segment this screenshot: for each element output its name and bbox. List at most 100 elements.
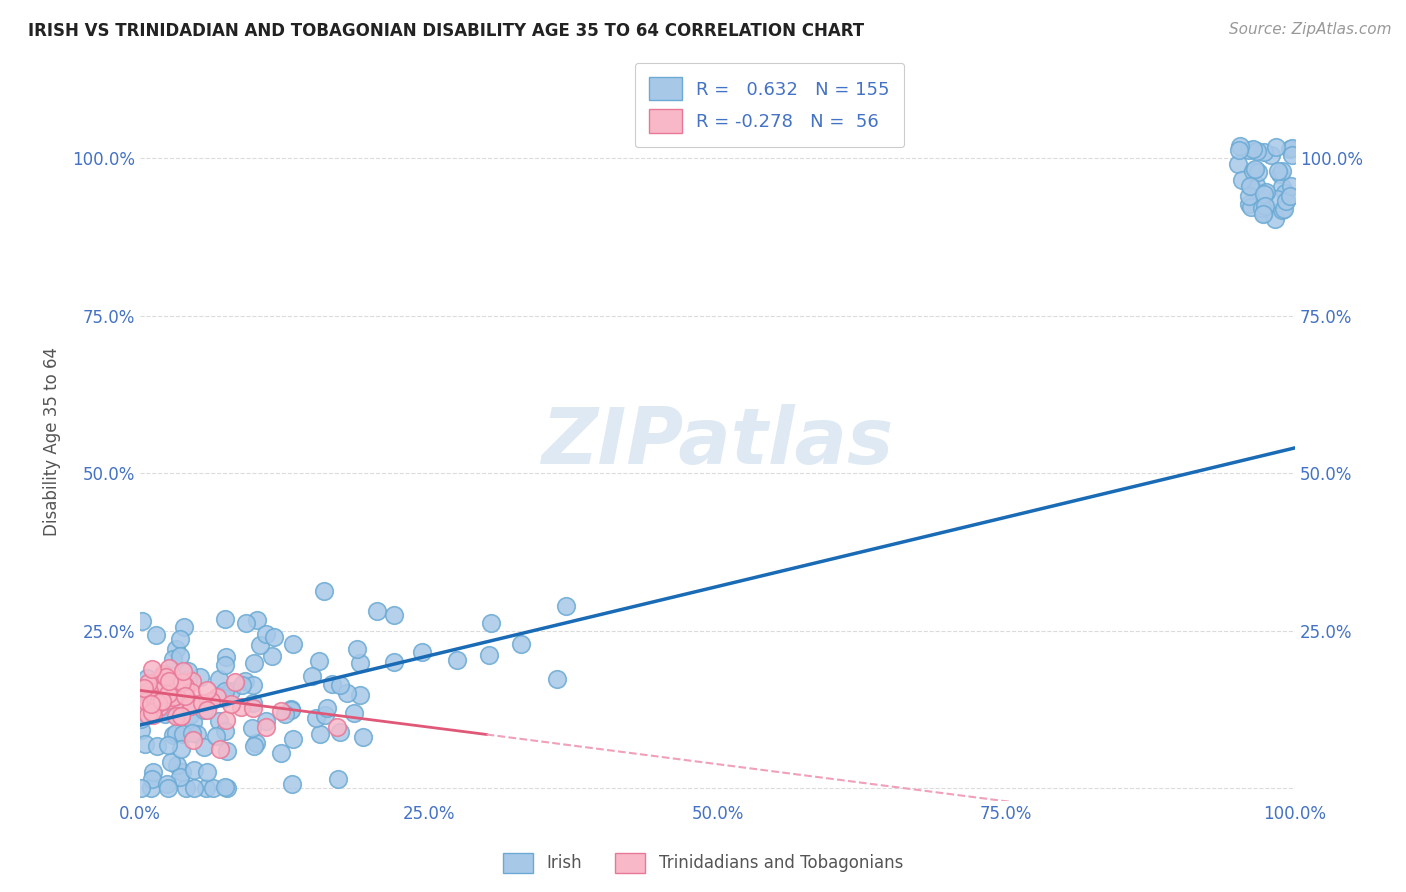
Point	[349, 688, 371, 702]
Point	[135, 694, 157, 708]
Point	[148, 699, 170, 714]
Point	[208, 714, 231, 728]
Point	[208, 742, 231, 756]
Point	[262, 648, 284, 663]
Point	[309, 727, 332, 741]
Point	[366, 604, 388, 618]
Point	[214, 724, 236, 739]
Point	[180, 685, 202, 699]
Point	[254, 627, 277, 641]
Point	[1275, 194, 1298, 209]
Point	[139, 780, 162, 795]
Point	[1271, 202, 1294, 217]
Point	[136, 671, 159, 685]
Point	[235, 615, 257, 630]
Point	[136, 707, 159, 722]
Legend: R =   0.632   N = 155, R = -0.278   N =  56: R = 0.632 N = 155, R = -0.278 N = 56	[636, 62, 904, 147]
Point	[165, 641, 187, 656]
Point	[336, 686, 359, 700]
Point	[349, 657, 371, 671]
Point	[170, 709, 193, 723]
Point	[174, 690, 197, 704]
Point	[270, 746, 292, 760]
Point	[200, 694, 222, 708]
Point	[157, 687, 180, 701]
Point	[165, 725, 187, 739]
Point	[1237, 197, 1260, 211]
Point	[1239, 178, 1261, 193]
Point	[221, 683, 243, 698]
Point	[138, 684, 160, 698]
Point	[139, 697, 162, 711]
Point	[254, 720, 277, 734]
Point	[181, 732, 204, 747]
Point	[172, 764, 194, 779]
Point	[249, 638, 271, 652]
Point	[242, 721, 264, 735]
Point	[183, 763, 205, 777]
Point	[129, 723, 152, 737]
Point	[246, 613, 269, 627]
Point	[479, 615, 502, 630]
Point	[157, 661, 180, 675]
Point	[212, 690, 235, 705]
Point	[1253, 145, 1275, 160]
Point	[170, 709, 193, 723]
Text: ZIPatlas: ZIPatlas	[541, 403, 894, 480]
Point	[316, 701, 339, 715]
Point	[162, 728, 184, 742]
Point	[146, 681, 169, 695]
Point	[214, 780, 236, 795]
Point	[510, 637, 533, 651]
Point	[205, 690, 228, 704]
Point	[214, 713, 236, 727]
Point	[1241, 142, 1264, 156]
Point	[143, 676, 166, 690]
Point	[274, 707, 297, 722]
Point	[174, 681, 197, 696]
Point	[146, 696, 169, 710]
Point	[352, 731, 374, 745]
Legend: Irish, Trinidadians and Tobagonians: Irish, Trinidadians and Tobagonians	[496, 847, 910, 880]
Y-axis label: Disability Age 35 to 64: Disability Age 35 to 64	[44, 347, 60, 536]
Point	[129, 708, 152, 723]
Point	[169, 649, 191, 664]
Point	[1267, 164, 1289, 178]
Point	[242, 678, 264, 692]
Point	[1247, 165, 1270, 179]
Point	[180, 673, 202, 688]
Point	[145, 739, 167, 753]
Point	[157, 780, 180, 795]
Point	[141, 772, 163, 786]
Point	[263, 630, 285, 644]
Point	[172, 675, 194, 690]
Point	[174, 780, 197, 795]
Point	[1246, 178, 1268, 193]
Point	[219, 697, 242, 711]
Point	[224, 675, 246, 690]
Point	[129, 711, 152, 725]
Point	[329, 678, 352, 692]
Point	[143, 692, 166, 706]
Point	[131, 614, 153, 628]
Point	[188, 670, 211, 684]
Point	[1254, 199, 1277, 213]
Point	[242, 696, 264, 710]
Point	[172, 727, 194, 741]
Point	[195, 780, 218, 795]
Point	[1271, 163, 1294, 178]
Point	[205, 729, 228, 743]
Point	[142, 707, 165, 722]
Point	[229, 700, 252, 714]
Point	[1232, 173, 1254, 187]
Point	[190, 696, 212, 710]
Point	[134, 738, 156, 752]
Point	[1279, 179, 1302, 194]
Point	[179, 707, 201, 722]
Point	[145, 628, 167, 642]
Point	[157, 674, 180, 689]
Point	[159, 755, 181, 769]
Point	[270, 704, 292, 718]
Point	[165, 690, 187, 704]
Point	[165, 708, 187, 723]
